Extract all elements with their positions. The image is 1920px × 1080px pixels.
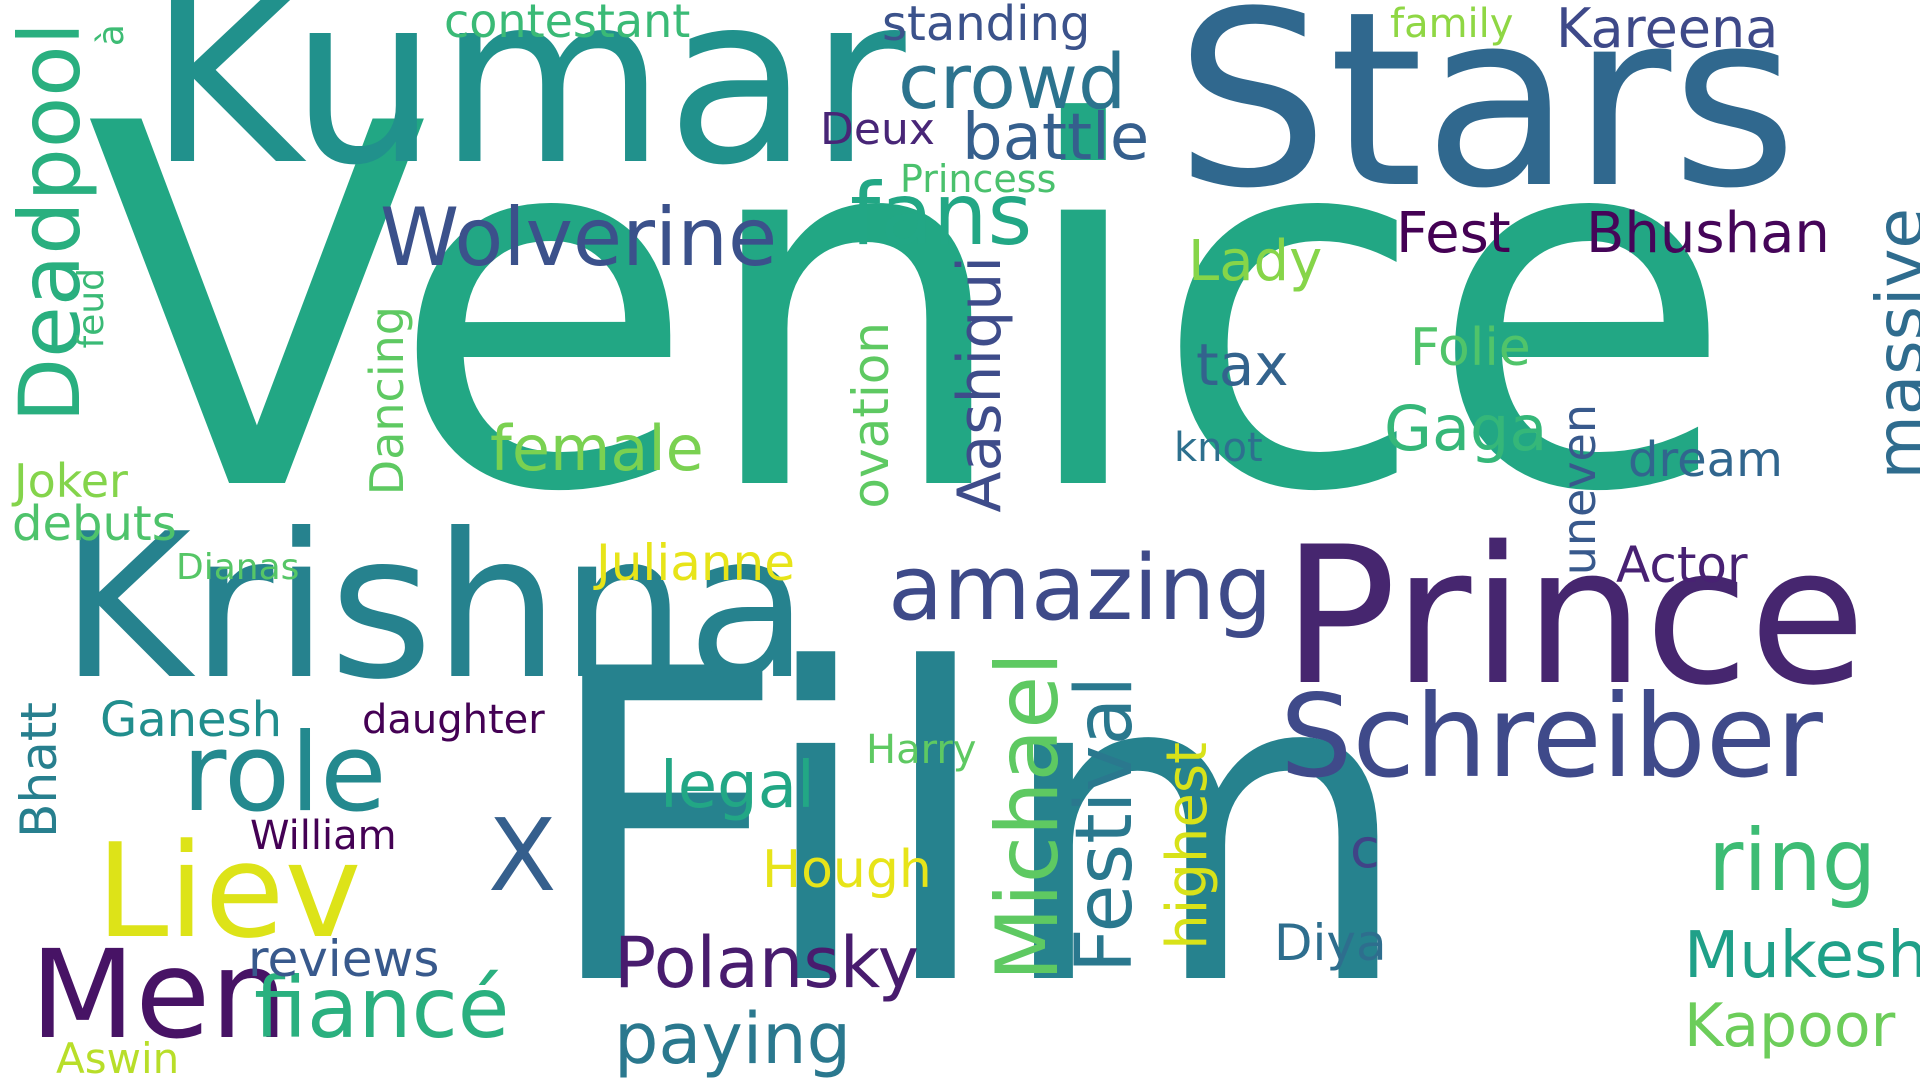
word-gaga: Gaga: [1384, 392, 1548, 465]
word-contestant: contestant: [444, 0, 691, 48]
word-dancing: Dancing: [360, 306, 414, 496]
word-folie: Folie: [1410, 318, 1531, 378]
word-princess: Princess: [900, 157, 1057, 201]
word-highest: highest: [1155, 742, 1220, 950]
word-knot: knot: [1174, 425, 1263, 471]
word-massive: massive: [1862, 208, 1920, 480]
word-venice: Venice: [86, 19, 1736, 601]
word-legal: legal: [660, 749, 815, 823]
word-standing: standing: [882, 0, 1091, 52]
word-joker: Joker: [14, 454, 128, 508]
word-paying: paying: [614, 998, 852, 1080]
word-family: family: [1390, 1, 1514, 47]
word-c: c: [1350, 817, 1380, 880]
word-tax: tax: [1196, 331, 1289, 399]
word-lady: Lady: [1188, 229, 1323, 294]
word-debuts: debuts: [12, 496, 177, 552]
word-michael: Michael: [978, 652, 1078, 982]
word-film: Film: [540, 580, 1414, 1080]
word-kumar: Kumar: [148, 0, 906, 217]
word-dream: dream: [1628, 432, 1783, 488]
word-polansky: Polansky: [614, 922, 920, 1004]
word-prince: Prince: [1282, 506, 1866, 727]
word-men: Men: [30, 924, 288, 1066]
word-stars: Stars: [1175, 0, 1798, 242]
word-harry: Harry: [866, 727, 977, 773]
word-uneven: uneven: [1552, 404, 1606, 576]
word-female: female: [490, 412, 704, 485]
word-bhatt: Bhatt: [10, 702, 68, 838]
word-x: X: [488, 797, 557, 914]
word-mukesh: Mukesh: [1684, 919, 1920, 993]
word-ovation: ovation: [842, 322, 900, 509]
word-william: William: [250, 813, 397, 859]
word-deux: Deux: [820, 104, 935, 155]
word-hough: Hough: [762, 840, 932, 900]
word-ganesh: Ganesh: [100, 692, 282, 748]
word-ring: ring: [1708, 811, 1877, 911]
word-feud: feud: [71, 268, 112, 349]
word-a-grave: à: [91, 24, 132, 47]
word-julianne: Julianne: [596, 534, 795, 592]
word-daughter: daughter: [362, 697, 545, 743]
word-festival: Festival: [1060, 676, 1150, 974]
word-kareena: Kareena: [1556, 0, 1779, 60]
word-schreiber: Schreiber: [1280, 670, 1823, 803]
word-kapoor: Kapoor: [1684, 991, 1896, 1061]
word-fans: fans: [850, 165, 1033, 265]
word-role: role: [182, 711, 387, 836]
word-reviews: reviews: [248, 930, 440, 988]
word-fiance: fiancé: [254, 959, 510, 1057]
word-aashiqui: Aashiqui: [945, 256, 1015, 513]
word-bhushan: Bhushan: [1586, 201, 1830, 266]
word-battle: battle: [962, 101, 1150, 175]
word-diya: Diya: [1274, 914, 1387, 972]
word-aswin: Aswin: [56, 1034, 180, 1080]
word-liev: Liev: [96, 815, 362, 967]
word-wolverine: Wolverine: [380, 191, 778, 284]
word-dianas: Dianas: [176, 547, 300, 588]
word-krishna: Krishna: [60, 491, 810, 724]
word-fest: Fest: [1396, 201, 1511, 266]
word-amazing: amazing: [888, 536, 1273, 641]
word-crowd: crowd: [898, 37, 1127, 126]
word-actor: Actor: [1616, 536, 1748, 594]
word-deadpool: Deadpool: [1, 22, 99, 423]
